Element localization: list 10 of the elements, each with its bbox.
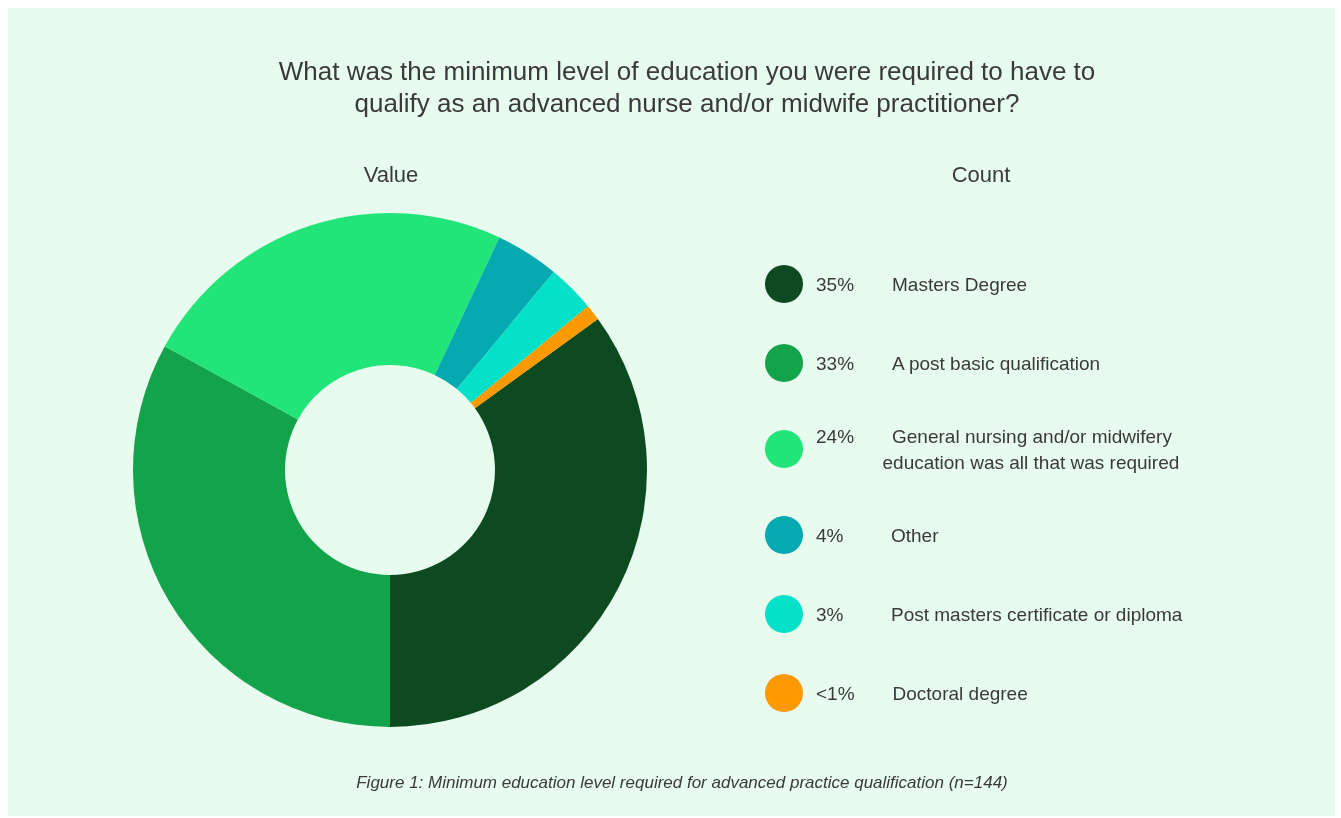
legend-label: 24% General nursing and/or midwifery education was all that was required xyxy=(816,425,1180,473)
legend-label: 33% A post basic qualification xyxy=(816,352,1101,374)
text: Value xyxy=(363,161,419,187)
legend-label: 4% Other xyxy=(816,524,940,546)
chart-title: What was the minimum level of education you were required to have to qualify as an advanced nurse and/or midwife practitioner? xyxy=(278,56,1096,118)
legend-label: 35% Masters Degree xyxy=(816,273,1028,295)
legend-label: <1% Doctoral degree xyxy=(816,682,1028,704)
legend-label: 3% Post masters certificate or diploma xyxy=(816,603,1183,625)
caption: Figure 1: Minimum education level required for advanced practice qualification (n=144) xyxy=(356,773,1008,792)
text: Count xyxy=(951,161,1011,187)
